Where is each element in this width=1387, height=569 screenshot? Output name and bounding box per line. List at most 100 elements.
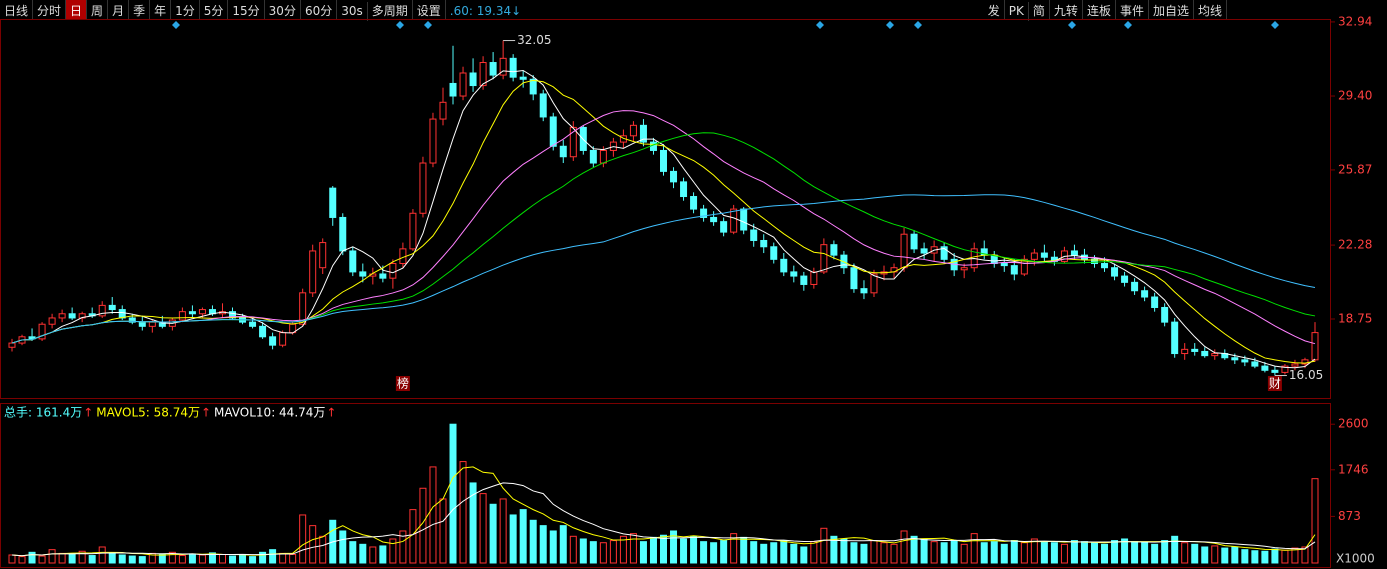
tab[interactable]: 分时 xyxy=(33,0,67,19)
tab[interactable]: 月 xyxy=(108,0,130,19)
candle-body xyxy=(429,118,437,164)
candle-body xyxy=(730,208,738,233)
tab[interactable]: 设置 xyxy=(413,0,446,19)
volume-bar xyxy=(810,541,818,564)
volume-bar xyxy=(730,533,738,564)
volume-bar xyxy=(1231,546,1239,564)
volume-bar xyxy=(1291,547,1299,564)
tab[interactable]: 多周期 xyxy=(368,0,413,19)
volume-bar xyxy=(1050,542,1058,564)
candle-body xyxy=(670,170,678,183)
tab[interactable]: 5分 xyxy=(200,0,229,19)
tool-button[interactable]: 九转 xyxy=(1050,0,1083,19)
volume-bar xyxy=(760,543,768,564)
volume-bar xyxy=(1191,543,1199,564)
volume-bar xyxy=(168,551,176,564)
event-marker xyxy=(172,21,180,29)
candle-body xyxy=(790,271,798,277)
legend-label: MAVOL10: 44.74万 xyxy=(214,406,325,420)
tab[interactable]: 30分 xyxy=(265,0,301,19)
candle-body xyxy=(128,317,136,323)
volume-bar xyxy=(1271,548,1279,564)
candle-body xyxy=(1151,296,1159,308)
volume-bar xyxy=(1020,542,1028,564)
volume-bar xyxy=(8,554,16,564)
tool-button[interactable]: 事件 xyxy=(1116,0,1149,19)
tab[interactable]: 季 xyxy=(129,0,151,19)
y-tick-label: 1746 xyxy=(1338,462,1369,476)
candle-body xyxy=(188,311,196,315)
volume-bar xyxy=(1241,549,1249,564)
tab[interactable]: 60分 xyxy=(301,0,338,19)
volume-bar xyxy=(68,553,76,564)
candle-body xyxy=(8,342,16,348)
candle-body xyxy=(459,72,467,97)
y-tick-label: 22.28 xyxy=(1338,238,1372,252)
candle-body xyxy=(1030,252,1038,260)
volume-bar xyxy=(208,552,216,564)
event-marker xyxy=(816,21,824,29)
candle-body xyxy=(299,292,307,325)
candle-body xyxy=(760,239,768,248)
volume-bar xyxy=(509,514,517,564)
candle-body xyxy=(509,57,517,78)
candle-body xyxy=(349,250,357,273)
y-tick-label: 873 xyxy=(1338,509,1361,523)
volume-bar xyxy=(880,542,888,564)
candle-body xyxy=(198,309,206,315)
volume-bar xyxy=(449,423,457,564)
volume-bar xyxy=(980,542,988,564)
volume-bar xyxy=(1030,538,1038,564)
candle-body xyxy=(499,57,507,76)
tool-button[interactable]: 加自选 xyxy=(1149,0,1194,19)
candle-body xyxy=(1191,348,1199,352)
tab[interactable]: 日 xyxy=(66,0,88,19)
legend-label: 总手: 161.4万 xyxy=(4,406,82,420)
candle-body xyxy=(178,311,186,321)
volume-bar xyxy=(229,555,237,564)
tool-button[interactable]: 简 xyxy=(1029,0,1050,19)
tab[interactable]: 15分 xyxy=(228,0,265,19)
tool-button[interactable]: 发 xyxy=(984,0,1005,19)
volume-bar xyxy=(389,538,397,564)
tab[interactable]: 年 xyxy=(150,0,172,19)
tab[interactable]: 周 xyxy=(87,0,109,19)
volume-bar xyxy=(439,498,447,564)
event-markers xyxy=(172,21,1279,29)
volume-bar xyxy=(639,541,647,564)
candle-body xyxy=(740,208,748,231)
tool-button[interactable]: 连板 xyxy=(1083,0,1116,19)
volume-bar xyxy=(920,538,928,564)
volume-bar xyxy=(309,525,317,564)
volume-bar xyxy=(369,546,377,564)
volume-bar xyxy=(1221,547,1229,564)
tab[interactable]: 1分 xyxy=(171,0,200,19)
tool-button[interactable]: PK xyxy=(1005,2,1029,21)
volume-bar xyxy=(940,542,948,564)
volume-bar xyxy=(970,533,978,564)
candle-body xyxy=(379,273,387,279)
candle-body xyxy=(770,246,778,260)
candle-body xyxy=(409,212,417,250)
volume-bar xyxy=(800,546,808,564)
badge: 财 xyxy=(1269,377,1281,391)
volume-bar xyxy=(890,543,898,564)
volume-bar xyxy=(379,545,387,564)
candle-body xyxy=(1141,290,1149,298)
volume-bar xyxy=(549,530,557,564)
candle-body xyxy=(710,216,718,223)
tab[interactable]: 30s xyxy=(337,2,368,21)
volume-bar xyxy=(249,556,257,564)
volume-bar xyxy=(118,554,126,564)
candle-body xyxy=(1040,252,1048,258)
candle-body xyxy=(1111,267,1119,277)
candle-body xyxy=(1171,321,1179,355)
event-marker xyxy=(1124,21,1132,29)
volume-bar xyxy=(1201,546,1209,564)
tool-button[interactable]: 均线 xyxy=(1194,0,1227,19)
candle-body xyxy=(1261,365,1269,371)
volume-bar xyxy=(28,551,36,564)
candle-body xyxy=(1161,306,1169,323)
tab[interactable]: 日线 xyxy=(0,0,34,19)
